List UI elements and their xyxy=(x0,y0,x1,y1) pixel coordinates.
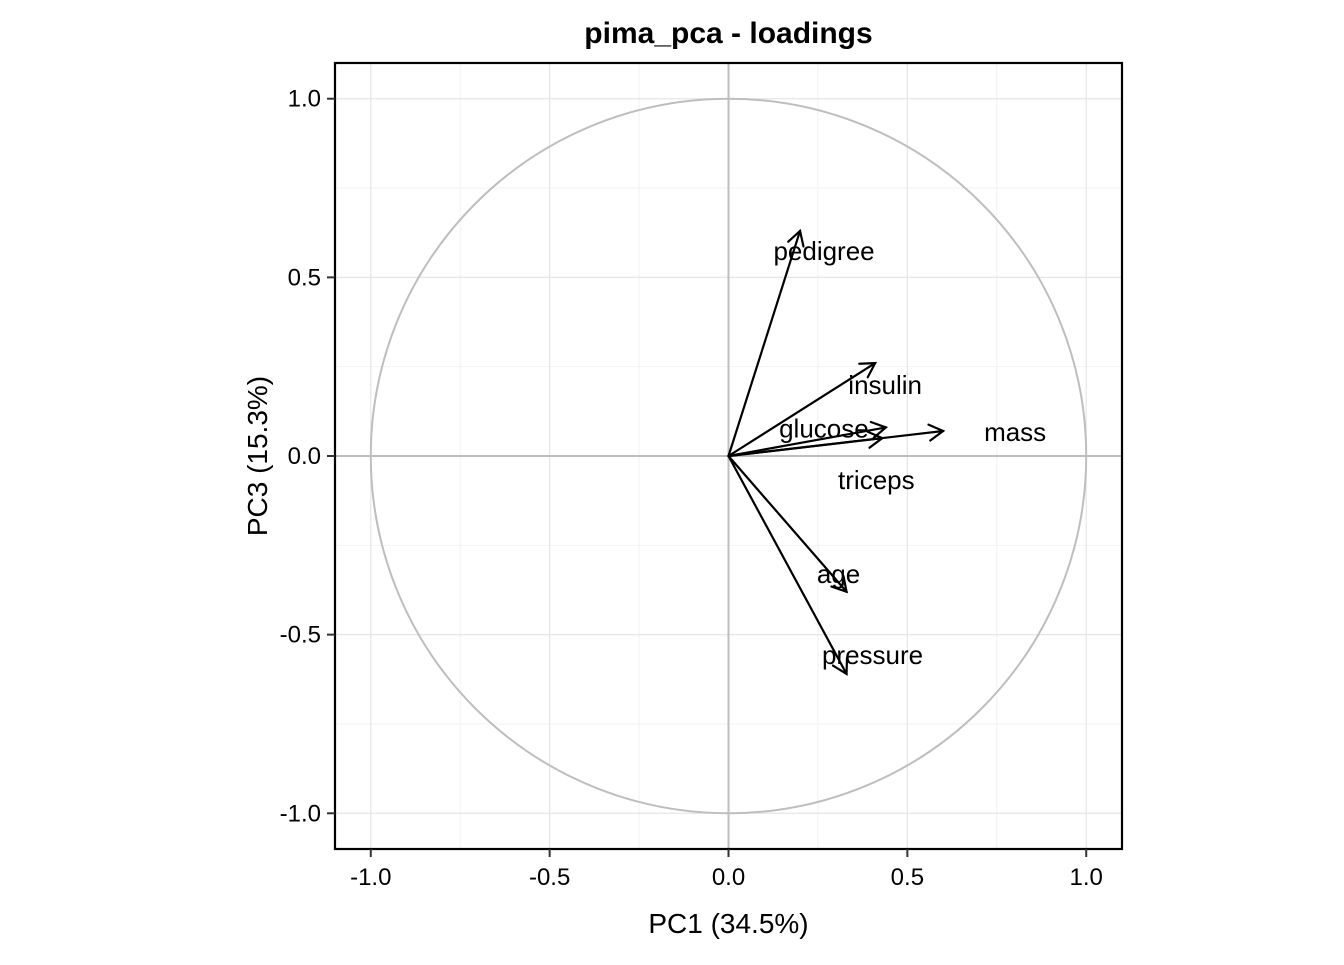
arrow-shaft xyxy=(727,229,802,458)
loading-label-pedigree: pedigree xyxy=(773,236,874,266)
arrow-head xyxy=(866,430,885,449)
arrow-shaft xyxy=(727,362,877,458)
x-tick-label: -0.5 xyxy=(529,864,570,891)
arrow-head xyxy=(830,574,848,594)
x-axis-title: PC1 (34.5%) xyxy=(648,908,808,939)
y-tick-label: 0.0 xyxy=(288,443,321,470)
loading-arrow-age xyxy=(727,454,848,594)
arrow-head xyxy=(869,420,889,439)
y-tick-label: 1.0 xyxy=(288,86,321,113)
loading-label-pressure: pressure xyxy=(822,640,923,670)
loading-labels: pedigree insulin mass glucose triceps age pres… xyxy=(773,236,1046,670)
loading-label-insulin: insulin xyxy=(848,370,922,400)
loading-arrow-pedigree xyxy=(727,228,805,458)
arrow-shaft xyxy=(727,454,848,593)
loading-label-age: age xyxy=(817,559,860,589)
loading-label-glucose: glucose xyxy=(779,413,869,443)
x-axis: -1.0 -0.5 0.0 0.5 1.0 xyxy=(350,849,1103,891)
loading-arrows xyxy=(727,228,946,676)
loading-arrow-triceps xyxy=(727,430,885,458)
y-tick-label: -0.5 xyxy=(280,622,321,649)
arrow-head xyxy=(831,656,849,676)
arrow-head xyxy=(927,423,946,442)
y-axis-title: PC3 (15.3%) xyxy=(242,376,273,536)
loading-label-mass: mass xyxy=(984,417,1046,447)
arrow-shaft xyxy=(727,426,888,458)
arrow-head xyxy=(787,228,805,248)
x-tick-label: 0.0 xyxy=(712,864,745,891)
arrow-head xyxy=(858,361,878,379)
y-tick-label: 0.5 xyxy=(288,264,321,291)
arrow-shaft xyxy=(727,454,848,676)
y-axis: -1.0 -0.5 0.0 0.5 1.0 xyxy=(280,86,335,827)
x-tick-label: -1.0 xyxy=(350,864,391,891)
loading-arrow-insulin xyxy=(727,361,878,458)
chart-title: pima_pca - loadings xyxy=(584,17,872,50)
arrow-shaft xyxy=(727,437,884,458)
y-tick-label: -1.0 xyxy=(280,800,321,827)
loading-label-triceps: triceps xyxy=(838,465,915,495)
x-tick-label: 0.5 xyxy=(891,864,924,891)
x-tick-label: 1.0 xyxy=(1070,864,1103,891)
loading-arrow-pressure xyxy=(727,454,849,676)
unit-circle xyxy=(369,97,1088,815)
loading-arrow-glucose xyxy=(727,420,889,458)
